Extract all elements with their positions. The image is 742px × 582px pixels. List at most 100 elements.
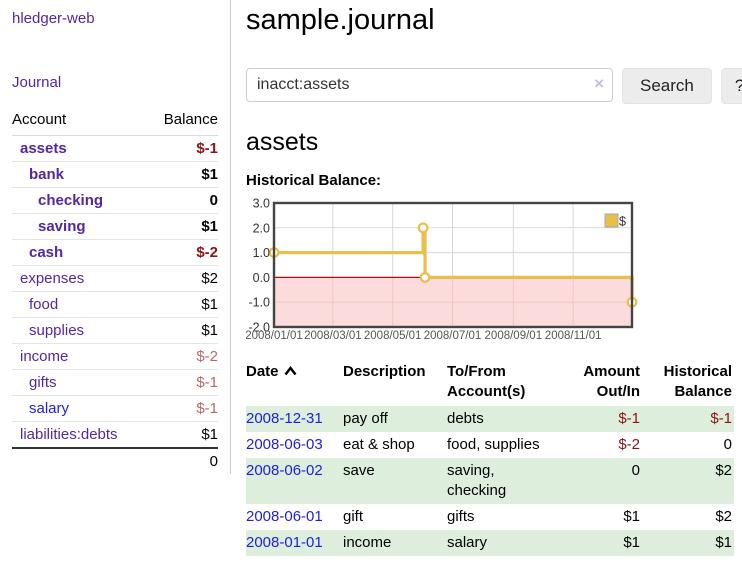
transaction-date-link[interactable]: 2008-06-01	[246, 508, 323, 525]
historical-balance-chart: $3.0 2.0 1.0 0.0 -1.0 -2.0 2008/01/01 2008/03/0…	[245, 191, 742, 348]
sidebar: hledger-web Journal Account Balance asse…	[0, 0, 231, 474]
account-link[interactable]: gifts	[29, 374, 57, 391]
account-balance: $2	[148, 265, 218, 292]
account-cell: saving	[12, 213, 149, 240]
register-header-date[interactable]: Date	[246, 360, 343, 406]
transaction-amount: 0	[631, 462, 640, 479]
account-link[interactable]: income	[20, 348, 69, 365]
transaction-balance: $1	[715, 534, 732, 551]
svg-text:2.0: 2.0	[253, 221, 270, 235]
transaction-row: 2008-06-03 eat & shop food, supplies $-2 0	[246, 432, 734, 458]
search-input[interactable]	[246, 68, 613, 102]
register-header-historical-balance: Historical Balance	[663, 363, 732, 400]
account-row: gifts $-1	[12, 369, 218, 396]
search-button[interactable]: Search	[622, 68, 712, 104]
account-row: income $-2	[12, 343, 218, 370]
account-row: liabilities:debts $1	[12, 421, 218, 449]
account-balance: $-1	[148, 395, 218, 422]
account-link[interactable]: saving	[38, 218, 86, 235]
account-balance: $1	[148, 161, 218, 188]
account-balance: 0	[148, 187, 218, 214]
account-link[interactable]: expenses	[20, 270, 85, 287]
account-row: expenses $2	[12, 265, 218, 292]
svg-text:-2.0: -2.0	[248, 321, 270, 335]
account-row: checking 0	[12, 187, 218, 214]
transaction-row: 2008-06-02 save saving, checking 0 $2	[246, 458, 734, 504]
total-balance: 0	[148, 447, 218, 474]
transaction-description: pay off	[343, 410, 388, 427]
account-balance: $1	[148, 421, 218, 449]
account-row: bank $1	[12, 161, 218, 188]
account-link[interactable]: salary	[29, 400, 70, 417]
account-row: saving $1	[12, 213, 218, 240]
transaction-accounts: food, supplies	[447, 436, 540, 453]
transaction-description: save	[343, 462, 375, 479]
legend-label: $	[619, 215, 626, 229]
legend-swatch	[604, 213, 619, 228]
app-window: hledger-web Journal Account Balance asse…	[0, 0, 742, 556]
account-link[interactable]: liabilities:debts	[20, 426, 118, 443]
svg-text:2008/07/01: 2008/07/01	[424, 330, 482, 342]
transaction-date-cell: 2008-12-31	[246, 406, 343, 432]
register-header-amount-out-in: Amount Out/In	[583, 363, 640, 400]
account-link[interactable]: bank	[29, 166, 65, 183]
transaction-amount: $1	[623, 534, 640, 551]
svg-text:0.0: 0.0	[253, 271, 270, 285]
clear-search-icon[interactable]: ×	[594, 74, 604, 93]
app-title-link[interactable]: hledger-web	[12, 10, 95, 27]
transaction-accounts: salary	[447, 534, 488, 551]
account-cell: expenses	[12, 265, 149, 292]
register-header-description: Description	[343, 363, 426, 380]
accounts-header-balance: Balance	[148, 105, 218, 136]
svg-text:2008/11/01: 2008/11/01	[545, 330, 602, 342]
journal-nav: Journal	[12, 74, 218, 91]
transaction-amount: $-1	[618, 410, 640, 427]
account-link[interactable]: food	[29, 296, 59, 313]
account-cell: cash	[12, 239, 149, 266]
account-cell: checking	[12, 187, 149, 214]
transaction-date-link[interactable]: 2008-01-01	[246, 534, 323, 551]
svg-text:2008/01/01: 2008/01/01	[246, 330, 303, 342]
account-link[interactable]: cash	[29, 244, 64, 261]
account-link[interactable]: supplies	[29, 322, 85, 339]
svg-text:3.0: 3.0	[253, 197, 270, 211]
svg-text:2008/09/01: 2008/09/01	[485, 330, 543, 342]
svg-text:2008/03/01: 2008/03/01	[304, 330, 362, 342]
account-row: cash $-2	[12, 239, 218, 266]
journal-link[interactable]: Journal	[12, 74, 62, 91]
accounts-header-row: Account Balance	[12, 105, 218, 136]
transaction-date-link[interactable]: 2008-12-31	[246, 410, 323, 427]
transaction-description: eat & shop	[343, 436, 415, 453]
page-title: sample.journal	[246, 4, 435, 36]
transaction-date-cell: 2008-06-02	[246, 458, 343, 504]
account-heading: assets	[246, 128, 319, 156]
account-balance: $1	[148, 291, 218, 318]
account-row: salary $-1	[12, 395, 218, 422]
transaction-date-link[interactable]: 2008-06-03	[246, 436, 323, 453]
transaction-date-link[interactable]: 2008-06-02	[246, 462, 323, 479]
account-balance: $-1	[148, 369, 218, 396]
account-cell: bank	[12, 161, 149, 188]
transaction-amount: $-2	[618, 436, 640, 453]
account-balance: $-1	[148, 135, 218, 162]
transaction-balance: $-1	[710, 410, 732, 427]
account-link[interactable]: assets	[20, 140, 67, 157]
transaction-row: 2008-12-31 pay off debts $-1 $-1	[246, 406, 734, 432]
account-balance: $1	[148, 317, 218, 344]
main-content: sample.journal × Search ? assets Histori…	[231, 0, 742, 556]
account-cell: liabilities:debts	[12, 421, 149, 449]
transaction-date-cell: 2008-06-01	[246, 504, 343, 530]
account-balance: $1	[148, 213, 218, 240]
transaction-row: 2008-01-01 income salary $1 $1	[246, 530, 734, 556]
transaction-description: gift	[343, 508, 364, 525]
transaction-row: 2008-06-01 gift gifts $1 $2	[246, 504, 734, 530]
app-title: hledger-web	[12, 10, 218, 27]
account-cell: assets	[12, 135, 149, 162]
register-header-row: Date Description To/From Account(s) Amount …	[246, 360, 734, 406]
account-balance: $-2	[148, 239, 218, 266]
transaction-date-cell: 2008-06-03	[246, 432, 343, 458]
register-header-to-from-account-s-: To/From Account(s)	[447, 363, 526, 400]
transaction-balance: $2	[715, 462, 732, 479]
account-link[interactable]: checking	[38, 192, 104, 209]
help-button[interactable]: ?	[720, 68, 742, 104]
